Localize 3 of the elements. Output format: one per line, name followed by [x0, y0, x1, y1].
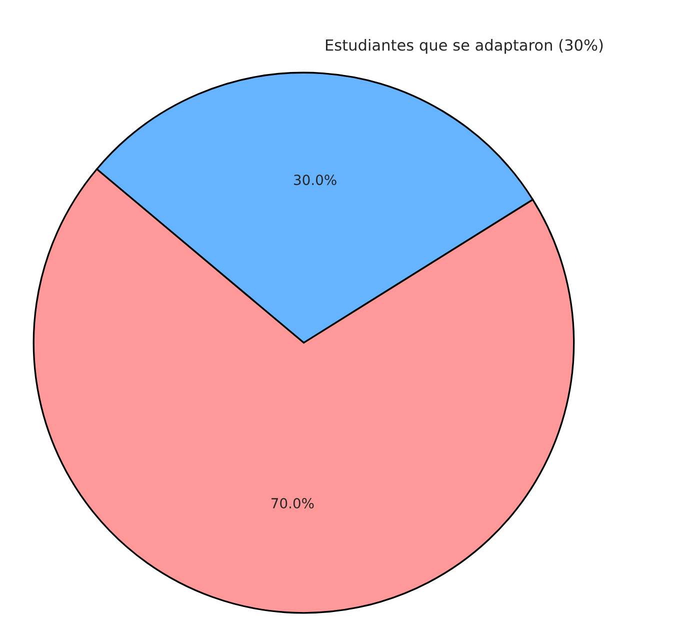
slice-label: Estudiantes que se adaptaron (30%) [326, 38, 603, 54]
data-label: 30.0% [294, 174, 336, 186]
data-label: 70.0% [272, 498, 314, 508]
